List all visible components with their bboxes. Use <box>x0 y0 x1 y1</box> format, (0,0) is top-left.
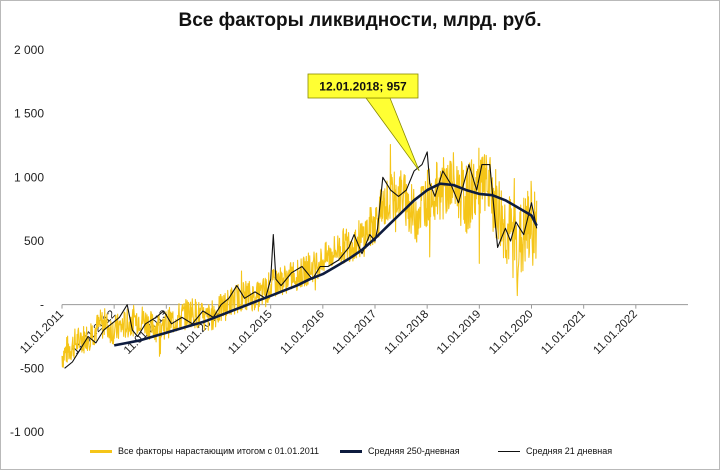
y-tick-label: 2 000 <box>14 43 44 57</box>
legend-swatch-ma250 <box>340 449 362 453</box>
legend-label-total: Все факторы нарастающим итогом с 01.01.2… <box>118 446 320 456</box>
x-tick-label: 11.01.2015 <box>226 308 275 357</box>
series-layer <box>61 143 538 369</box>
x-tick-label: 11.01.2022 <box>591 308 640 357</box>
x-tick-label: 11.01.2011 <box>18 308 66 356</box>
annotation-pointer <box>365 97 420 172</box>
x-tick-label: 11.01.2021 <box>539 308 588 357</box>
y-axis-ticks: 2 000 1 500 1 000 500 - -500 -1 000 <box>10 43 44 439</box>
y-tick-label: 1 500 <box>14 107 44 121</box>
chart-title: Все факторы ликвидности, млрд. руб. <box>178 10 542 31</box>
x-tick-label: 11.01.2020 <box>487 308 536 357</box>
y-tick-label: - <box>40 298 44 312</box>
legend-item-ma21: Средняя 21 дневная <box>498 446 612 456</box>
annotation-text: 12.01.2018; 957 <box>319 80 407 94</box>
annotation: 12.01.2018; 957 <box>307 73 420 172</box>
x-tick-label: 11.01.2018 <box>383 308 432 357</box>
y-tick-label: 500 <box>24 234 44 248</box>
series-ma21-line <box>64 151 538 369</box>
legend-item-total: Все факторы нарастающим итогом с 01.01.2… <box>90 446 319 456</box>
y-tick-label: 1 000 <box>14 170 44 184</box>
series-ma250-line <box>113 182 538 347</box>
x-tick-label: 11.01.2017 <box>331 308 380 357</box>
y-tick-label: -500 <box>20 361 44 375</box>
legend-item-ma250: Средняя 250-дневная <box>340 446 460 456</box>
annotation-box <box>307 73 419 99</box>
x-tick-label: 11.01.2019 <box>435 308 484 357</box>
y-tick-label: -1 000 <box>10 425 44 439</box>
legend-swatch-ma21 <box>498 450 520 452</box>
legend-swatch-total <box>90 449 112 453</box>
x-tick-label: 11.01.2016 <box>278 308 327 357</box>
legend-label-ma250: Средняя 250-дневная <box>368 446 460 456</box>
legend-label-ma21: Средняя 21 дневная <box>526 446 613 456</box>
